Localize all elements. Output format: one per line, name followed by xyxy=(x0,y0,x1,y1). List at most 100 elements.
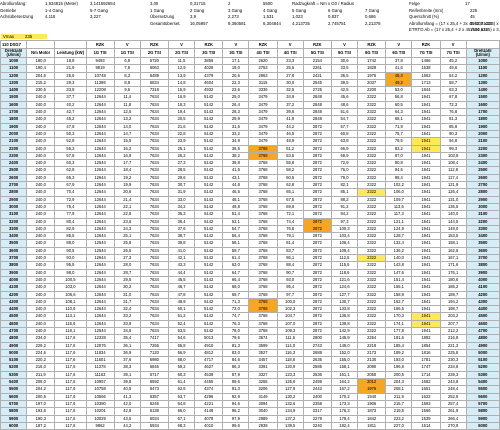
table-cell: 7634 xyxy=(139,232,169,241)
rpm-cell: 5000 xyxy=(0,348,28,358)
table-cell: 33,9 xyxy=(113,319,141,329)
table-cell: 85,8 xyxy=(439,122,467,131)
rpm-cell: 5900 xyxy=(465,414,500,423)
table-row: 1500 240,0 37,7 12644 11,4 7634 16,9 5142 25,0 34… xyxy=(0,93,500,102)
table-cell: 2872 xyxy=(302,246,332,256)
rpm-cell: 1600 xyxy=(0,100,28,110)
table-cell: 12644 xyxy=(85,144,115,153)
header-cell: 0,31715 xyxy=(190,1,206,6)
table-cell: 2545 xyxy=(302,78,332,88)
table-cell: 30,7 xyxy=(167,181,196,190)
table-cell: 94,2 xyxy=(330,210,359,219)
table-cell: 240,0 xyxy=(26,122,56,131)
table-cell: 86,3 xyxy=(222,363,250,372)
table-row: 3500 240,0 88,0 12644 25,8 7634 39,8 5142 58,1 37… xyxy=(0,239,500,248)
rpm-cell: 2900 xyxy=(465,195,500,204)
table-cell: 7634 xyxy=(139,261,169,270)
table-cell: 67,9 xyxy=(54,181,87,190)
table-cell: 51,4 xyxy=(222,210,250,219)
table-cell: 5142 xyxy=(194,275,224,285)
rpm-cell: 1400 xyxy=(465,86,500,95)
table-cell: 5934 xyxy=(139,421,169,430)
table-cell: 42,7 xyxy=(54,108,87,117)
table-cell: 2939 xyxy=(248,421,278,430)
table-cell: 79,5 xyxy=(385,137,413,146)
table-cell: 1941 xyxy=(411,319,441,329)
table-cell: 12208 xyxy=(85,86,115,95)
table-cell: 3768 xyxy=(248,253,278,263)
table-cell: 60,5 xyxy=(276,173,304,183)
table-cell: 83,2 xyxy=(385,144,413,153)
table-cell: 14,7 xyxy=(113,129,141,139)
table-cell: 72,3 xyxy=(439,100,467,110)
table-cell: 126,4 xyxy=(439,188,467,197)
table-cell: 19,9 xyxy=(113,181,141,190)
table-cell: 10029 xyxy=(85,414,115,423)
table-cell: 167,2 xyxy=(330,385,359,394)
table-cell: 230,3 xyxy=(439,356,467,365)
table-cell: 2872 xyxy=(302,253,332,263)
table-cell: 26,5 xyxy=(113,246,141,256)
rpm-cell: 4500 xyxy=(0,312,28,321)
table-cell: 7417 xyxy=(139,334,169,343)
table-row: 2400 240,0 60,3 12644 17,7 7634 27,3 5142 39,8 37… xyxy=(0,159,500,168)
table-cell: 69,8 xyxy=(276,202,304,212)
table-cell: 6489 xyxy=(139,71,169,80)
table-cell: 69,7 xyxy=(222,290,250,299)
table-cell: 22,8 xyxy=(113,210,141,219)
table-cell: 2872 xyxy=(302,159,332,168)
table-cell: 108,1 xyxy=(54,297,87,307)
table-cell: 12644 xyxy=(85,129,115,139)
table-cell: 10201 xyxy=(85,407,115,416)
table-cell: 1941 xyxy=(411,261,441,270)
table-cell: 117,4 xyxy=(439,173,467,183)
table-cell: 71,3 xyxy=(222,297,250,307)
table-row: 2200 240,0 55,3 12644 16,2 7634 25,1 5142 36,5 37… xyxy=(0,144,500,153)
table-cell: 17,7 xyxy=(113,159,141,168)
table-cell: 5142 xyxy=(194,129,224,139)
table-cell: 3149 xyxy=(248,392,278,401)
table-cell: 240,0 xyxy=(26,93,56,102)
table-cell: 3768 xyxy=(248,188,278,197)
table-cell: 5142 xyxy=(194,319,224,329)
table-cell: 240,0 xyxy=(26,210,56,219)
table-cell: 2872 xyxy=(302,195,332,204)
table-cell: 75,7 xyxy=(385,129,413,139)
table-cell: 2322 xyxy=(357,217,387,226)
table-cell: 103,4 xyxy=(330,232,359,241)
rpm-cell: 2400 xyxy=(465,159,500,168)
rpm-cell: 3000 xyxy=(465,202,500,212)
table-cell: 1941 xyxy=(411,210,441,219)
rpm-cell: 4300 xyxy=(0,297,28,307)
table-cell: 3479 xyxy=(248,108,278,117)
table-cell: 130,7 xyxy=(330,297,359,307)
column-subheader: 1G TSI xyxy=(85,48,115,58)
table-cell: 240,0 xyxy=(26,268,56,277)
header-cell: 5 Gang xyxy=(292,7,307,13)
table-cell: 3768 xyxy=(248,297,278,307)
header-cell: 1,023 xyxy=(292,14,303,19)
rpm-cell: 2200 xyxy=(0,144,28,153)
table-cell: 229,2 xyxy=(26,341,56,350)
table-cell: 49,6 xyxy=(439,64,467,73)
table-cell: 8,8 xyxy=(113,78,141,88)
header-row: Gesamtüberset. 16,05957 9,360581 6,304844 4,… xyxy=(0,21,500,28)
header-cell: 3,141592654 xyxy=(90,1,116,6)
table-cell: 1682 xyxy=(411,378,441,387)
table-cell: 240,0 xyxy=(26,195,56,204)
rpm-cell: 1800 xyxy=(465,115,500,124)
table-cell: 39,8 xyxy=(167,239,196,248)
rpm-cell: 4000 xyxy=(0,275,28,285)
rpm-cell: 3600 xyxy=(465,246,500,256)
table-cell: 4296 xyxy=(194,392,224,401)
table-cell: 58,2 xyxy=(276,166,304,175)
rpm-cell: 1500 xyxy=(465,93,500,102)
table-cell: 3856 xyxy=(194,56,224,66)
table-row: 3800 240,0 95,5 12644 28,0 7634 43,3 5142 63,0 37… xyxy=(0,261,500,270)
table-cell: 2872 xyxy=(302,319,332,329)
table-cell: 88,2 xyxy=(330,195,359,204)
table-cell: 45,5 xyxy=(167,275,196,285)
table-cell: 2050 xyxy=(357,370,387,380)
table-cell: 1714 xyxy=(411,370,441,380)
rpm-cell: 5400 xyxy=(465,378,500,387)
